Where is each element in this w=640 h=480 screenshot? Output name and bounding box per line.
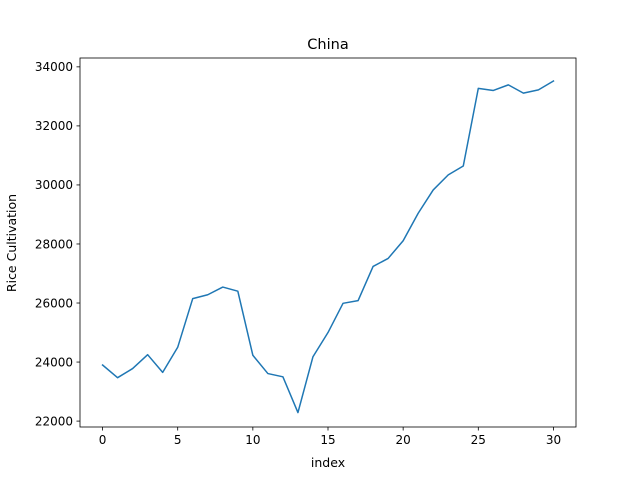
x-tick-label: 15	[320, 433, 335, 447]
plot-frame	[79, 57, 577, 428]
x-tick-label: 20	[396, 433, 411, 447]
y-tick-label: 28000	[35, 237, 73, 251]
y-tick-label: 26000	[35, 296, 73, 310]
y-tick-label: 24000	[35, 355, 73, 369]
x-tick-label: 25	[471, 433, 486, 447]
y-tick-label: 32000	[35, 119, 73, 133]
plot-area: 0 5 10 15 20 25 30 22000 24000 26000 28000 30000 320…	[35, 57, 577, 447]
y-tick-label: 22000	[35, 414, 73, 428]
x-tick-label: 5	[174, 433, 182, 447]
x-axis-label: index	[311, 455, 345, 470]
x-tick-label: 0	[99, 433, 107, 447]
y-axis-label: Rice Cultivation	[4, 194, 19, 292]
y-tick-label: 30000	[35, 178, 73, 192]
x-tick-label: 10	[245, 433, 260, 447]
x-tick-label: 30	[546, 433, 561, 447]
series-line-0	[101, 80, 555, 414]
chart-title: China	[307, 37, 348, 53]
y-tick-label: 34000	[35, 60, 73, 74]
